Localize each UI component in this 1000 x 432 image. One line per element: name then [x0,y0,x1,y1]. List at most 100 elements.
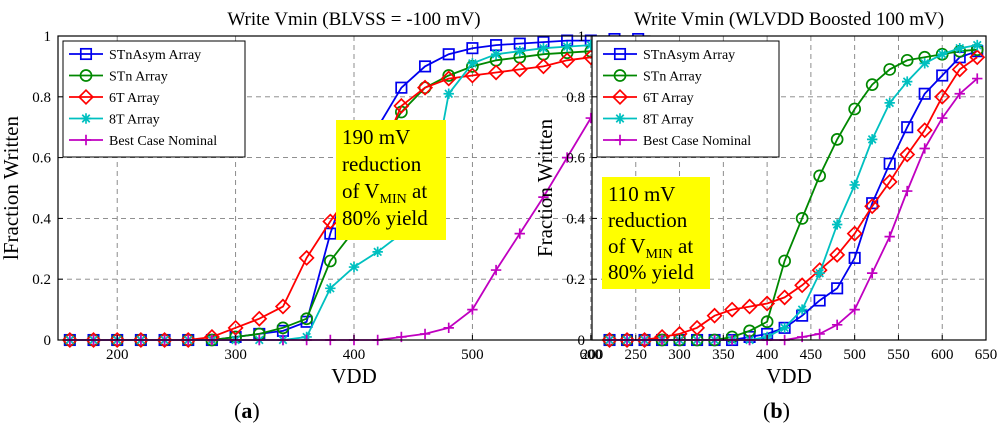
annotation-line: reduction [342,152,422,176]
data-point [393,97,410,114]
data-point [443,88,454,99]
legend-item-stn-array: STn Array [603,69,702,85]
x-tick-label: 650 [975,347,998,363]
data-point [325,283,336,294]
data-point [156,331,173,349]
data-point [251,310,268,327]
annotation-line: 190 mV [342,125,410,149]
annotation-line: of VMIN at [608,234,693,262]
data-point [132,331,149,349]
y-tick-label: 0.2 [32,272,51,288]
data-point [829,246,846,263]
legend-marker [613,47,627,61]
data-point [323,254,337,268]
data-point [418,60,432,73]
series-line [609,56,978,341]
x-tick-label: 250 [625,347,648,363]
legend-label: STn Array [643,70,702,85]
y-tick-label: 0.6 [566,151,585,167]
data-point [442,48,455,61]
x-tick-label: 400 [343,347,366,363]
data-point [466,42,479,55]
data-point [813,169,826,183]
data-point [866,267,878,279]
data-point [969,49,986,66]
data-point [848,102,862,116]
legend-label: STnAsym Array [109,48,201,63]
data-point [276,321,290,335]
data-point [442,69,456,82]
x-tick-label: 600 [931,347,954,363]
y-axis-label: Fraction Written [533,118,557,257]
data-point [440,70,457,87]
data-point [866,134,878,145]
x-axis-label: VDD [766,364,812,388]
x-tick-label: 350 [712,347,735,363]
data-point [561,41,573,52]
y-tick-label: 0.4 [32,211,51,227]
annotation-line: 110 mV [608,182,675,206]
data-point [514,46,525,57]
data-point [417,79,434,96]
annotation-text: of V [608,234,646,258]
data-point [490,49,502,60]
data-point [372,246,383,258]
data-point [227,319,244,336]
legend-item-best-case-nominal: Best Case Nominal [603,134,751,149]
y-tick-label: 1 [578,29,586,45]
data-point [778,254,791,268]
annotation-text: of V [342,179,380,203]
annotation-line: of VMIN at [342,179,427,207]
legend-label: STn Array [109,70,168,85]
data-point [395,81,408,94]
data-point [954,42,965,54]
legend-item-stnasym-array: STnAsym Array [603,47,735,63]
data-point [511,61,528,78]
data-point [813,294,826,307]
annotation-line: 80% yield [342,206,428,230]
data-point [919,143,930,154]
data-point [535,58,552,75]
data-point [322,213,339,230]
data-point [934,88,951,105]
data-point [779,322,790,334]
data-point [831,319,843,330]
data-point [795,212,809,225]
legend-marker [79,69,93,82]
annotation-box [336,120,446,240]
data-point [706,307,723,324]
legend-marker [611,88,629,106]
data-point [559,52,576,69]
data-point [794,277,811,294]
data-point [935,47,949,61]
annotation-line: reduction [608,208,688,232]
grid [58,36,650,340]
data-point [796,304,808,315]
y-tick-label: 0.4 [566,211,585,227]
data-point [831,282,844,295]
data-point [636,331,653,349]
data-point [348,261,360,273]
data-point [865,78,879,91]
data-point [972,73,983,84]
y-axis-label: lFraction Written [0,116,23,260]
data-point [741,298,758,315]
legend-label: 8T Array [109,113,160,128]
data-point [418,81,432,95]
y-tick-label: 0.8 [566,90,585,106]
x-axis-label: VDD [331,364,377,388]
y-tick-label: 0.2 [566,272,585,288]
x-tick-label: 300 [668,347,691,363]
data-point [937,49,948,60]
legend-marker [79,47,93,61]
x-tick-label: 450 [800,347,823,363]
x-tick-label: 500 [843,347,866,363]
data-point [936,69,949,82]
legend-item-stnasym-array: STnAsym Array [69,47,201,63]
legend-item-8t-array: 8T Array [69,113,160,128]
data-point [848,251,861,264]
data-point [180,331,197,349]
y-tick-label: 1 [44,29,52,45]
